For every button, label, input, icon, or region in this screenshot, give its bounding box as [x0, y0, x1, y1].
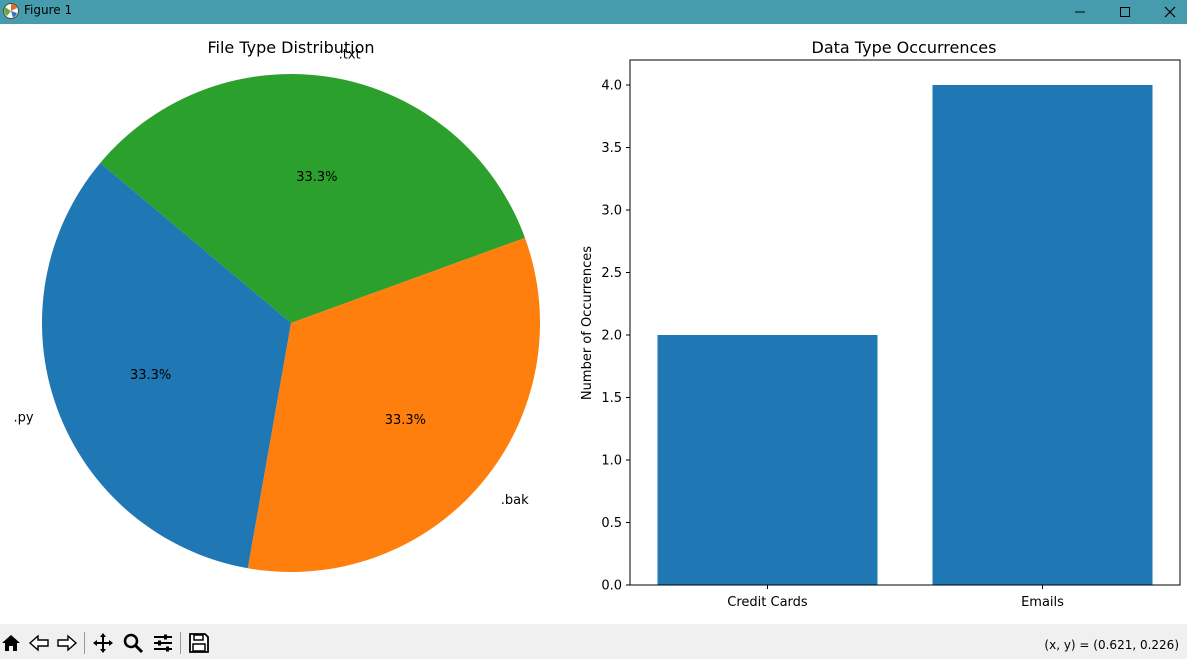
y-axis-label: Number of Occurrences: [580, 246, 595, 400]
bar-emails: [932, 85, 1153, 585]
bar-chart-title: Data Type Occurrences: [812, 38, 997, 57]
y-tick-label: 1.5: [601, 391, 622, 406]
bar-axes-frame: [629, 59, 1181, 586]
configure-subplots-icon[interactable]: [152, 632, 174, 654]
back-icon[interactable]: [28, 632, 50, 654]
window-titlebar: Figure 1: [0, 0, 1187, 24]
x-tick-label-emails: Emails: [1021, 595, 1064, 610]
bar-chart: Data Type Occurrences 0.0 0.5 1.0 1.5 2.0 2.5…: [580, 38, 1181, 610]
pie-chart: File Type Distribution .txt .bak .py 33.…: [14, 38, 540, 573]
forward-icon[interactable]: [56, 632, 78, 654]
home-icon[interactable]: [0, 632, 22, 654]
y-tick-label: 0.5: [601, 516, 622, 531]
bar-credit-cards: [657, 335, 878, 585]
pan-icon[interactable]: [92, 632, 114, 654]
pie-chart-title: File Type Distribution: [207, 38, 374, 57]
maximize-icon: [1120, 7, 1130, 17]
close-button[interactable]: [1147, 0, 1187, 24]
pie-slice-py: [41, 162, 291, 569]
y-tick-label: 2.0: [601, 329, 622, 344]
y-tick-label: 3.0: [601, 204, 622, 219]
y-tick-label: 4.0: [601, 79, 622, 94]
y-tick-label: 2.5: [601, 266, 622, 281]
pie-pct-bak: 33.3%: [385, 413, 426, 428]
zoom-icon[interactable]: [122, 632, 144, 654]
pie-pct-txt: 33.3%: [296, 170, 337, 185]
matplotlib-logo-icon: [3, 3, 19, 19]
save-icon[interactable]: [188, 632, 210, 654]
pie-label-bak: .bak: [501, 493, 529, 508]
pie-slice-txt: [100, 74, 525, 324]
pie-slice-bak: [247, 237, 540, 573]
toolbar-separator: [84, 632, 85, 654]
cursor-coordinates: (x, y) = (0.621, 0.226): [1044, 638, 1179, 652]
figure-canvas[interactable]: File Type Distribution .txt .bak .py 33.…: [0, 24, 1187, 624]
minimize-button[interactable]: [1057, 0, 1103, 24]
y-tick-label: 1.0: [601, 454, 622, 469]
y-tick-label: 3.5: [601, 141, 622, 156]
window-title: Figure 1: [24, 3, 73, 17]
y-tick-label: 0.0: [601, 579, 622, 594]
navigation-toolbar: (x, y) = (0.621, 0.226): [0, 624, 1187, 659]
minimize-icon: [1075, 11, 1085, 13]
close-icon: [1164, 6, 1176, 18]
pie-pct-py: 33.3%: [130, 368, 171, 383]
pie-label-py: .py: [14, 411, 34, 426]
toolbar-separator: [180, 632, 181, 654]
pie-label-txt: .txt: [339, 47, 361, 62]
y-axis-ticks: 0.0 0.5 1.0 1.5 2.0 2.5 3.0 3.5 4.0: [601, 79, 630, 594]
x-tick-label-credit-cards: Credit Cards: [727, 595, 808, 610]
maximize-button[interactable]: [1102, 0, 1148, 24]
